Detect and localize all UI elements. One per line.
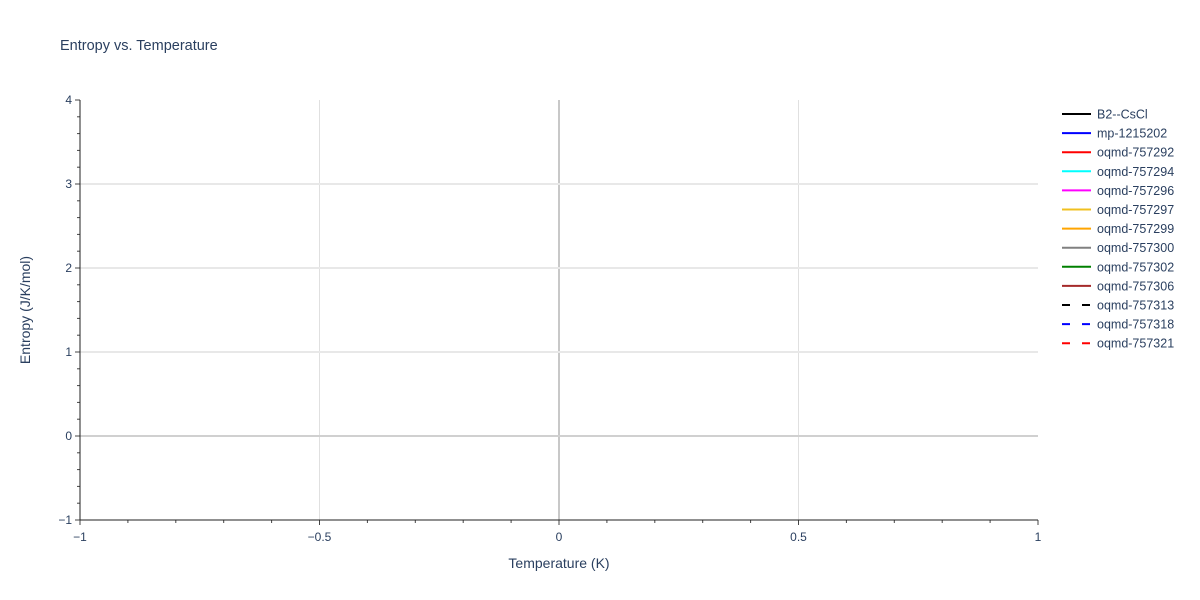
legend-item[interactable]: mp-1215202 [1062, 127, 1167, 141]
x-axis-label: Temperature (K) [508, 555, 609, 571]
x-tick-label: 0 [556, 530, 563, 544]
chart-title: Entropy vs. Temperature [60, 38, 218, 54]
legend-item[interactable]: oqmd-757294 [1062, 165, 1174, 179]
legend-label: oqmd-757321 [1097, 337, 1174, 351]
legend-item[interactable]: oqmd-757318 [1062, 318, 1174, 332]
legend-label: oqmd-757313 [1097, 299, 1174, 313]
legend-item[interactable]: oqmd-757300 [1062, 241, 1174, 255]
x-tick-label: −0.5 [308, 530, 332, 544]
legend-label: oqmd-757318 [1097, 318, 1174, 332]
legend-label: oqmd-757302 [1097, 260, 1174, 274]
legend-item[interactable]: oqmd-757306 [1062, 279, 1174, 293]
axes: −1 −0.5 0 0.5 1 −1 0 1 2 3 4 [58, 93, 1041, 544]
y-tick-label: 0 [65, 429, 72, 443]
legend-label: oqmd-757292 [1097, 146, 1174, 160]
legend-label: oqmd-757297 [1097, 203, 1174, 217]
x-tick-label: 1 [1035, 530, 1042, 544]
y-tick-label: 3 [65, 177, 72, 191]
legend-item[interactable]: oqmd-757296 [1062, 184, 1174, 198]
y-tick-label: 2 [65, 261, 72, 275]
y-tick-label: 4 [65, 93, 72, 107]
y-tick-label: 1 [65, 345, 72, 359]
legend-item[interactable]: oqmd-757299 [1062, 222, 1174, 236]
legend-label: oqmd-757299 [1097, 222, 1174, 236]
legend-label: B2--CsCl [1097, 108, 1148, 122]
legend-label: oqmd-757300 [1097, 241, 1174, 255]
legend-item[interactable]: B2--CsCl [1062, 108, 1148, 122]
legend-label: oqmd-757306 [1097, 279, 1174, 293]
gridlines [80, 100, 1038, 520]
legend-item[interactable]: oqmd-757292 [1062, 146, 1174, 160]
legend: B2--CsCl mp-1215202 oqmd-757292 oqmd-757294… [1062, 108, 1174, 351]
legend-label: oqmd-757296 [1097, 184, 1174, 198]
legend-item[interactable]: oqmd-757302 [1062, 260, 1174, 274]
x-tick-label: −1 [73, 530, 87, 544]
x-tick-label: 0.5 [790, 530, 807, 544]
legend-label: mp-1215202 [1097, 127, 1167, 141]
legend-item[interactable]: oqmd-757313 [1062, 299, 1174, 313]
y-tick-label: −1 [58, 513, 72, 527]
legend-label: oqmd-757294 [1097, 165, 1174, 179]
legend-item[interactable]: oqmd-757297 [1062, 203, 1174, 217]
legend-item[interactable]: oqmd-757321 [1062, 337, 1174, 351]
y-axis-label: Entropy (J/K/mol) [17, 256, 33, 364]
